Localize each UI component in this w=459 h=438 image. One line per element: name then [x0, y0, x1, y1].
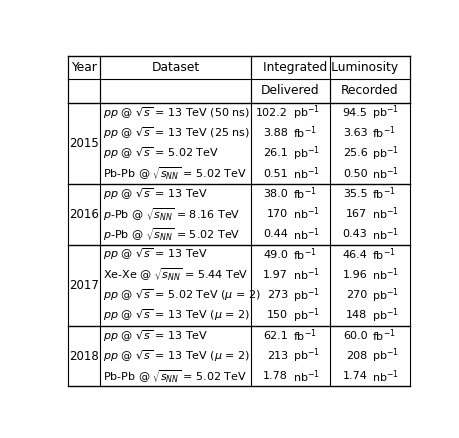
Text: 270: 270: [346, 290, 368, 300]
Text: $p$-Pb @ $\sqrt{s_{NN}}$ = 8.16 TeV: $p$-Pb @ $\sqrt{s_{NN}}$ = 8.16 TeV: [103, 206, 241, 223]
Text: pb$^{-1}$: pb$^{-1}$: [372, 347, 399, 365]
Text: 213: 213: [267, 351, 288, 361]
Text: 2017: 2017: [69, 279, 99, 292]
Text: $pp$ @ $\sqrt{s}$ = 5.02 TeV ($\mu$ = 2): $pp$ @ $\sqrt{s}$ = 5.02 TeV ($\mu$ = 2): [103, 287, 261, 303]
Text: 148: 148: [346, 311, 368, 321]
Text: 1.78: 1.78: [263, 371, 288, 381]
Text: 170: 170: [267, 209, 288, 219]
Text: 0.51: 0.51: [263, 169, 288, 179]
Text: Pb-Pb @ $\sqrt{s_{NN}}$ = 5.02 TeV: Pb-Pb @ $\sqrt{s_{NN}}$ = 5.02 TeV: [103, 165, 247, 182]
Text: nb$^{-1}$: nb$^{-1}$: [372, 165, 399, 182]
Text: 35.5: 35.5: [343, 189, 368, 199]
Text: 49.0: 49.0: [263, 250, 288, 260]
Text: nb$^{-1}$: nb$^{-1}$: [293, 368, 320, 385]
Text: Year: Year: [71, 61, 97, 74]
Text: 46.4: 46.4: [342, 250, 368, 260]
Text: 208: 208: [346, 351, 368, 361]
Text: $pp$ @ $\sqrt{s}$ = 13 TeV: $pp$ @ $\sqrt{s}$ = 13 TeV: [103, 247, 208, 262]
Text: 167: 167: [346, 209, 368, 219]
Text: pb$^{-1}$: pb$^{-1}$: [293, 306, 320, 325]
Text: Delivered: Delivered: [261, 85, 320, 97]
Text: 273: 273: [267, 290, 288, 300]
Text: 26.1: 26.1: [263, 148, 288, 158]
Text: nb$^{-1}$: nb$^{-1}$: [372, 226, 399, 243]
Text: $pp$ @ $\sqrt{s}$ = 5.02 TeV: $pp$ @ $\sqrt{s}$ = 5.02 TeV: [103, 145, 219, 161]
Text: fb$^{-1}$: fb$^{-1}$: [293, 328, 317, 344]
Text: $pp$ @ $\sqrt{s}$ = 13 TeV (25 ns): $pp$ @ $\sqrt{s}$ = 13 TeV (25 ns): [103, 125, 250, 141]
Text: Pb-Pb @ $\sqrt{s_{NN}}$ = 5.02 TeV: Pb-Pb @ $\sqrt{s_{NN}}$ = 5.02 TeV: [103, 368, 247, 385]
Text: pb$^{-1}$: pb$^{-1}$: [372, 286, 399, 304]
Text: $pp$ @ $\sqrt{s}$ = 13 TeV ($\mu$ = 2): $pp$ @ $\sqrt{s}$ = 13 TeV ($\mu$ = 2): [103, 307, 250, 323]
Text: Dataset: Dataset: [151, 61, 200, 74]
Text: $pp$ @ $\sqrt{s}$ = 13 TeV ($\mu$ = 2): $pp$ @ $\sqrt{s}$ = 13 TeV ($\mu$ = 2): [103, 348, 250, 364]
Text: $p$-Pb @ $\sqrt{s_{NN}}$ = 5.02 TeV: $p$-Pb @ $\sqrt{s_{NN}}$ = 5.02 TeV: [103, 226, 241, 243]
Text: Recorded: Recorded: [341, 85, 399, 97]
Text: 0.50: 0.50: [343, 169, 368, 179]
Text: 0.44: 0.44: [263, 230, 288, 240]
Text: fb$^{-1}$: fb$^{-1}$: [293, 186, 317, 202]
Text: fb$^{-1}$: fb$^{-1}$: [372, 186, 396, 202]
Text: fb$^{-1}$: fb$^{-1}$: [372, 246, 396, 263]
Text: nb$^{-1}$: nb$^{-1}$: [372, 267, 399, 283]
Text: nb$^{-1}$: nb$^{-1}$: [293, 165, 320, 182]
Text: 2016: 2016: [69, 208, 99, 221]
Text: 2018: 2018: [69, 350, 99, 363]
Text: 60.0: 60.0: [343, 331, 368, 341]
Text: nb$^{-1}$: nb$^{-1}$: [293, 226, 320, 243]
Text: pb$^{-1}$: pb$^{-1}$: [372, 103, 399, 122]
Text: Integrated Luminosity: Integrated Luminosity: [263, 61, 397, 74]
Text: pb$^{-1}$: pb$^{-1}$: [372, 144, 399, 162]
Text: pb$^{-1}$: pb$^{-1}$: [293, 347, 320, 365]
Text: 25.6: 25.6: [343, 148, 368, 158]
Text: $pp$ @ $\sqrt{s}$ = 13 TeV: $pp$ @ $\sqrt{s}$ = 13 TeV: [103, 186, 208, 201]
Text: 1.74: 1.74: [342, 371, 368, 381]
Text: 1.97: 1.97: [263, 270, 288, 280]
Text: 2015: 2015: [69, 137, 99, 150]
Text: nb$^{-1}$: nb$^{-1}$: [293, 206, 320, 223]
Text: pb$^{-1}$: pb$^{-1}$: [293, 144, 320, 162]
Text: 150: 150: [267, 311, 288, 321]
Text: nb$^{-1}$: nb$^{-1}$: [372, 368, 399, 385]
Text: 38.0: 38.0: [263, 189, 288, 199]
Text: 3.63: 3.63: [343, 128, 368, 138]
Text: 3.88: 3.88: [263, 128, 288, 138]
Text: $pp$ @ $\sqrt{s}$ = 13 TeV: $pp$ @ $\sqrt{s}$ = 13 TeV: [103, 328, 208, 343]
Text: fb$^{-1}$: fb$^{-1}$: [372, 125, 396, 141]
Text: fb$^{-1}$: fb$^{-1}$: [293, 125, 317, 141]
Text: fb$^{-1}$: fb$^{-1}$: [372, 328, 396, 344]
Text: 102.2: 102.2: [256, 108, 288, 118]
Text: pb$^{-1}$: pb$^{-1}$: [293, 286, 320, 304]
Text: Xe-Xe @ $\sqrt{s_{NN}}$ = 5.44 TeV: Xe-Xe @ $\sqrt{s_{NN}}$ = 5.44 TeV: [103, 267, 248, 283]
Text: pb$^{-1}$: pb$^{-1}$: [293, 103, 320, 122]
Text: 94.5: 94.5: [342, 108, 368, 118]
Text: 0.43: 0.43: [343, 230, 368, 240]
Text: nb$^{-1}$: nb$^{-1}$: [293, 267, 320, 283]
Text: $pp$ @ $\sqrt{s}$ = 13 TeV (50 ns): $pp$ @ $\sqrt{s}$ = 13 TeV (50 ns): [103, 105, 250, 120]
Text: fb$^{-1}$: fb$^{-1}$: [293, 246, 317, 263]
Text: pb$^{-1}$: pb$^{-1}$: [372, 306, 399, 325]
Text: 1.96: 1.96: [343, 270, 368, 280]
Text: 62.1: 62.1: [263, 331, 288, 341]
Text: nb$^{-1}$: nb$^{-1}$: [372, 206, 399, 223]
